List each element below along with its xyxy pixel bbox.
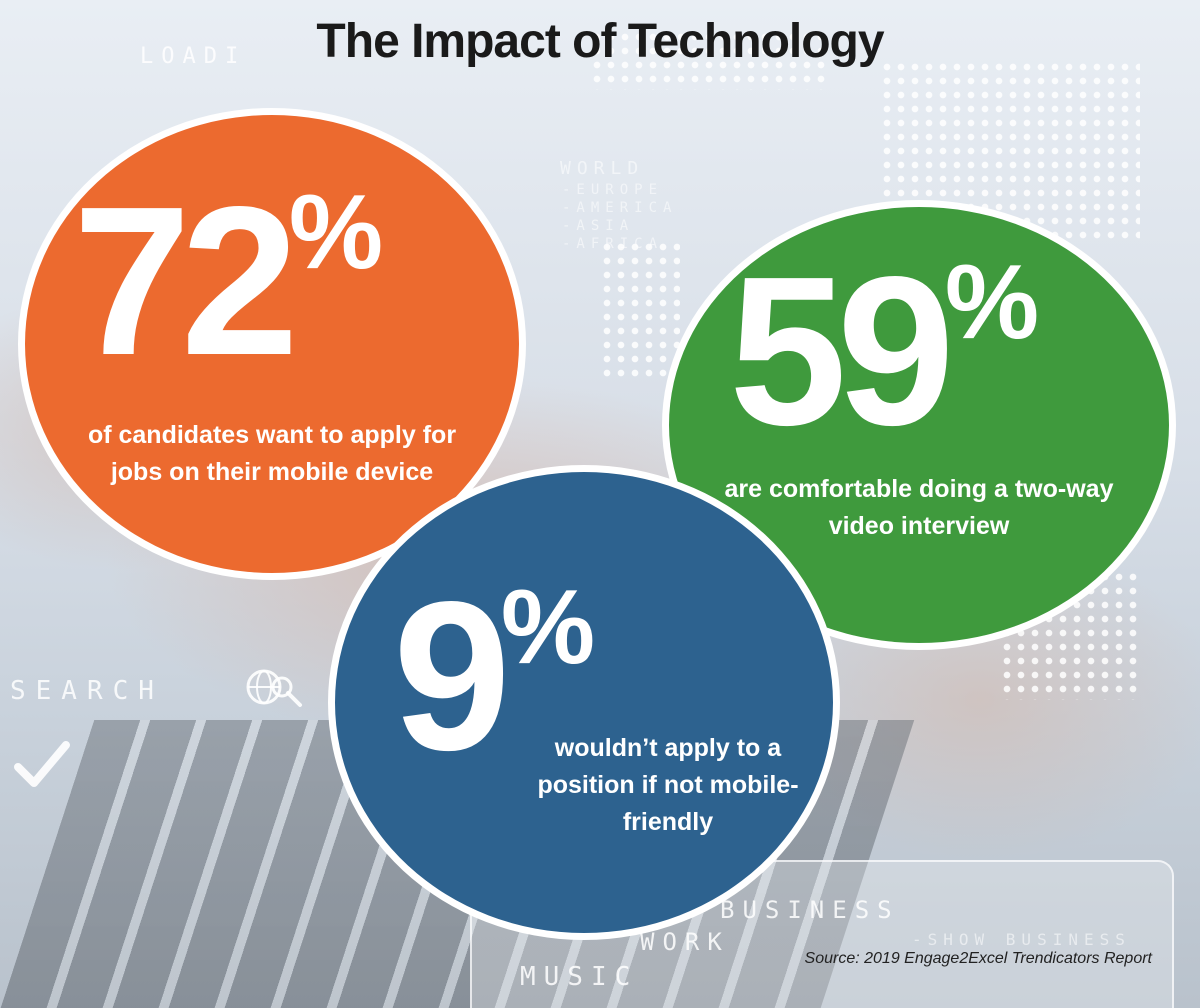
bg-label-work: WORK — [640, 928, 730, 956]
stat-description-line: wouldn’t apply to a — [554, 734, 782, 762]
stat-description-line: are comfortable doing a two-way — [724, 475, 1114, 503]
stat-value: 72% — [73, 175, 383, 387]
bg-label-business: BUSINESS — [720, 896, 900, 924]
dot-map-decoration — [600, 240, 680, 380]
bg-label-europe: -EUROPE — [562, 182, 664, 198]
stat-unit: % — [288, 173, 384, 291]
stat-number: 59 — [729, 232, 955, 469]
stat-description-line: of candidates want to apply for — [87, 421, 457, 449]
stat-unit: % — [944, 243, 1040, 361]
stat-unit: % — [500, 568, 596, 686]
source-citation: Source: 2019 Engage2Excel Trendicators R… — [804, 950, 1152, 967]
bg-label-loading: LOADI — [140, 44, 247, 69]
stat-value: 59% — [729, 245, 1039, 457]
stat-value: 9% — [393, 570, 595, 782]
stat-description: are comfortable doing a two-way video in… — [689, 471, 1149, 545]
stat-description: of candidates want to apply for jobs on … — [49, 417, 495, 491]
stat-circle-not-mobile-friendly: 9% wouldn’t apply to a position if not m… — [328, 465, 840, 940]
bg-label-world: WORLD — [560, 158, 645, 179]
stat-description-line: friendly — [622, 808, 714, 836]
stat-description-line: jobs on their mobile device — [110, 458, 434, 486]
globe-search-icon — [246, 669, 302, 707]
bg-label-search: SEARCH — [10, 676, 164, 706]
bg-label-africa: -AFRICA — [562, 236, 664, 252]
bg-label-america: -AMERICA — [562, 200, 678, 216]
bg-label-music: MUSIC — [520, 962, 639, 992]
dot-map-decoration — [590, 30, 830, 90]
stat-description-line: video interview — [828, 512, 1010, 540]
bg-label-asia: -ASIA — [562, 218, 635, 234]
stat-number: 9 — [393, 557, 511, 794]
stat-circle-mobile-apply: 72% of candidates want to apply for jobs… — [18, 108, 526, 580]
page-title: The Impact of Technology — [316, 15, 884, 68]
stat-description: wouldn’t apply to a position if not mobi… — [513, 730, 823, 841]
bg-label-show-business: -SHOW BUSINESS — [912, 930, 1131, 949]
checkmark-icon — [14, 741, 70, 787]
stat-number: 72 — [73, 162, 299, 399]
stat-description-line: position if not mobile- — [537, 771, 799, 799]
